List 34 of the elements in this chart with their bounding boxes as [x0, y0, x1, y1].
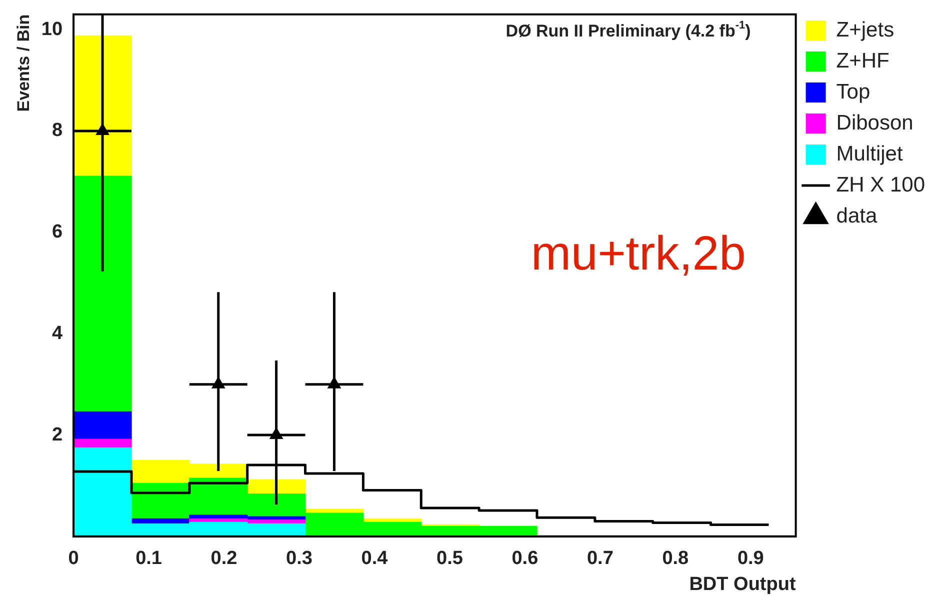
point	[212, 376, 225, 388]
legend-label: Top	[836, 80, 870, 104]
y-tick-label: 4	[52, 322, 63, 344]
x-tick-label: 0.2	[210, 548, 238, 570]
y-tick-label: 10	[41, 18, 63, 40]
x-tick-label: 0.3	[286, 548, 312, 570]
point	[270, 428, 283, 440]
x-tick-label: 0.9	[737, 548, 764, 570]
x-tick-label: 0.1	[136, 548, 162, 570]
x-tick-label: 0	[68, 548, 79, 570]
x-tick-label: 0.5	[436, 548, 464, 570]
legend-label: Diboson	[836, 111, 914, 134]
x-tick-label: 0.4	[361, 548, 388, 570]
bar	[304, 508, 364, 514]
y-tick-label: 8	[52, 120, 63, 142]
x-tick-label: 0.7	[586, 548, 614, 570]
legend-label: Z+HF	[836, 49, 890, 72]
bar	[74, 411, 132, 440]
bar	[74, 438, 132, 448]
point	[328, 376, 341, 388]
legend-label: data	[836, 204, 878, 228]
y-tick-label: 6	[52, 222, 63, 243]
bar	[74, 176, 132, 412]
bar	[74, 35, 132, 176]
legend-label: Multijet	[836, 142, 903, 166]
y-tick-label: 2	[52, 424, 63, 446]
annotation: mu+trk,2b	[531, 227, 746, 280]
legend-label: Z+jets	[836, 18, 894, 42]
x-tick-label: 0.6	[512, 548, 538, 570]
x-tick-label: 0.8	[662, 548, 689, 570]
x-axis-title: BDT Output	[689, 574, 796, 595]
legend-label: ZH X 100	[836, 173, 926, 196]
y-axis-title: Events / Bin	[14, 14, 33, 112]
point	[96, 123, 110, 135]
